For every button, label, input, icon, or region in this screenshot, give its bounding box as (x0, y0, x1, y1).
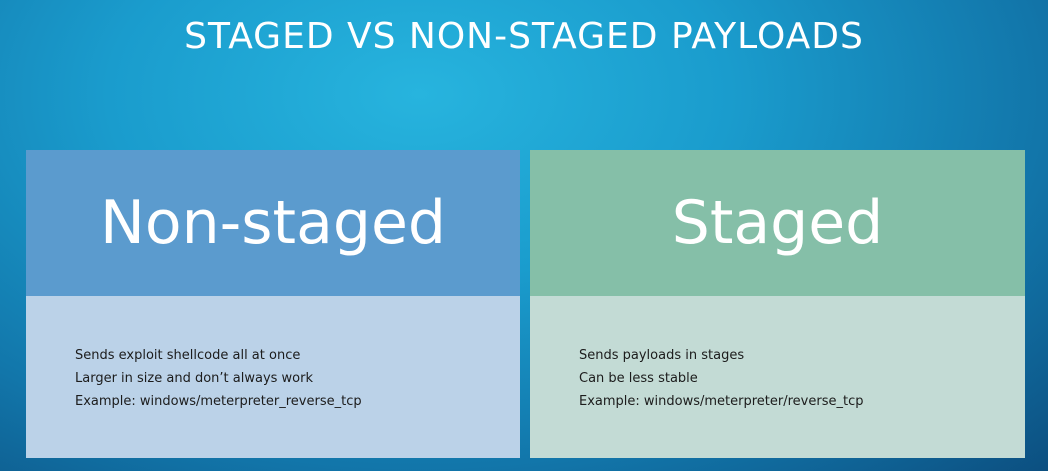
staged-list: Sends payloads in stages Can be less sta… (579, 344, 1025, 413)
slide-title: STAGED VS NON-STAGED PAYLOADS (184, 16, 864, 57)
list-item: Example: windows/meterpreter_reverse_tcp (75, 394, 362, 409)
list-item: Larger in size and don’t always work (75, 371, 314, 386)
list-item: Sends payloads in stages (579, 348, 745, 363)
non-staged-card: Non-staged Sends exploit shellcode all a… (26, 150, 520, 458)
list-item: Sends exploit shellcode all at once (75, 348, 301, 363)
staged-body: Sends payloads in stages Can be less sta… (530, 296, 1025, 458)
staged-card: Staged Sends payloads in stages Can be l… (530, 150, 1025, 458)
non-staged-list: Sends exploit shellcode all at once Larg… (75, 344, 520, 413)
list-item: Can be less stable (579, 371, 698, 386)
staged-heading: Staged (530, 150, 1025, 296)
non-staged-heading: Non-staged (26, 150, 520, 296)
non-staged-body: Sends exploit shellcode all at once Larg… (26, 296, 520, 458)
list-item: Example: windows/meterpreter/reverse_tcp (579, 394, 864, 409)
